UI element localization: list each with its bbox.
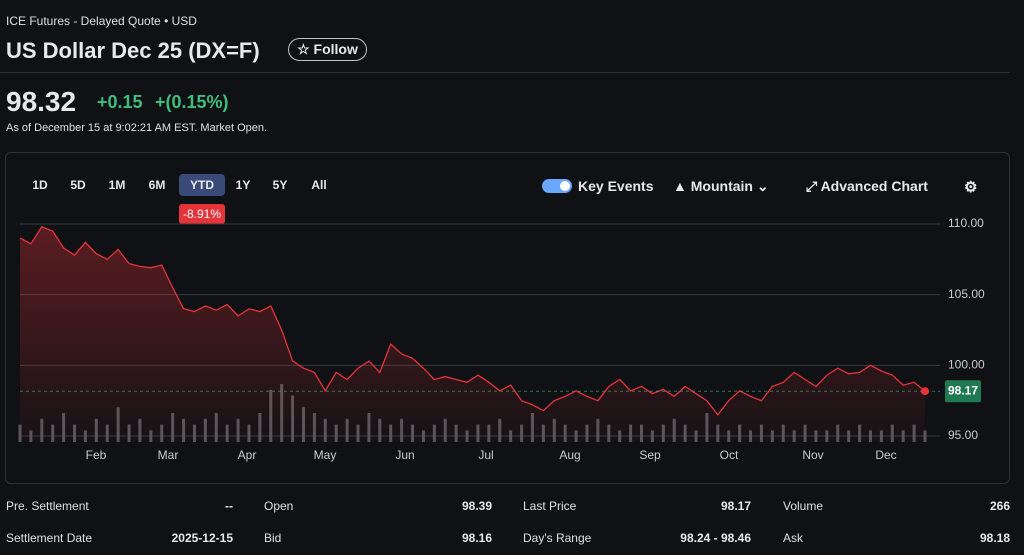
y-tick-label: 110.00 — [948, 216, 984, 230]
source: ICE Futures - Delayed Quote • USD — [6, 14, 197, 28]
stat-value: 98.18 — [979, 531, 1010, 545]
stat-label: Volume — [783, 499, 824, 513]
stat-value: 98.17 — [720, 499, 751, 513]
settings[interactable]: ⚙ — [964, 179, 978, 196]
stat-value: 2025-12-15 — [171, 531, 233, 545]
chart-panel — [5, 152, 1010, 484]
x-tick-label: Feb — [86, 448, 107, 462]
range-button[interactable]: All — [311, 178, 327, 192]
as-of: As of December 15 at 9:02:21 AM EST. Mar… — [6, 122, 268, 134]
title: US Dollar Dec 25 (DX=F) — [6, 38, 260, 63]
stat-label: Last Price — [523, 499, 577, 513]
price-line — [19, 225, 926, 416]
stat-value: 98.39 — [461, 499, 492, 513]
x-tick-label: Jun — [395, 448, 414, 462]
area — [20, 226, 925, 442]
range-button[interactable]: 6M — [148, 178, 166, 192]
x-tick-label: Nov — [802, 448, 823, 462]
range-button[interactable]: YTD — [179, 174, 225, 196]
toggle[interactable] — [542, 179, 572, 193]
stat-label: Pre. Settlement — [6, 499, 89, 513]
y-tick-label: 105.00 — [948, 287, 985, 301]
current-badge — [945, 380, 981, 403]
range-button[interactable]: 1D — [32, 178, 48, 192]
x-tick-label: May — [314, 448, 337, 462]
divider — [0, 72, 1010, 73]
stat-value: 266 — [989, 499, 1010, 513]
change: +0.15 — [97, 92, 143, 112]
stat-label: Settlement Date — [6, 531, 93, 545]
key-events[interactable]: Key Events — [578, 178, 654, 194]
chart-style-label: Mountain ⌄ — [690, 178, 769, 194]
last-point — [921, 387, 929, 396]
stat-label: Day's Range — [523, 531, 592, 545]
chart: 95.00 100.00 105.00 110.00 Feb Mar Apr May Jun Ju… — [18, 216, 985, 462]
range-button[interactable]: 5Y — [272, 178, 288, 192]
chart-style[interactable]: ▲ Mountain ⌄ — [673, 178, 769, 194]
stat-value: 98.16 — [461, 531, 492, 545]
x-tick-label: Mar — [158, 448, 179, 462]
stat-value: 98.24 - 98.46 — [680, 531, 751, 545]
x-tick-label: Aug — [559, 448, 580, 462]
x-tick-label: Dec — [875, 448, 896, 462]
x-tick-label: Jul — [478, 448, 493, 462]
stat-label: Bid — [264, 531, 282, 545]
change-percent: +(0.15%) — [155, 92, 229, 112]
x-tick-label: Apr — [238, 448, 257, 462]
stat-label: Ask — [783, 531, 804, 545]
y-tick-label: 95.00 — [948, 428, 978, 442]
range-button[interactable]: 1Y — [235, 178, 251, 192]
price: 98.32 — [6, 86, 77, 117]
y-tick-label: 100.00 — [948, 358, 985, 372]
advanced-chart[interactable]: ⤢ Advanced Chart — [806, 178, 928, 194]
x-tick-label: Sep — [639, 448, 661, 462]
stat-value: -- — [225, 499, 233, 513]
range-change: -8.91% — [179, 204, 225, 224]
current-label: 98.17 — [948, 383, 978, 397]
x-tick-label: Oct — [720, 448, 739, 462]
follow-button[interactable]: ☆ Follow — [288, 38, 367, 61]
range-button[interactable]: 1M — [108, 178, 126, 192]
range-button[interactable]: 5D — [70, 178, 86, 192]
stat-label: Open — [264, 499, 294, 513]
